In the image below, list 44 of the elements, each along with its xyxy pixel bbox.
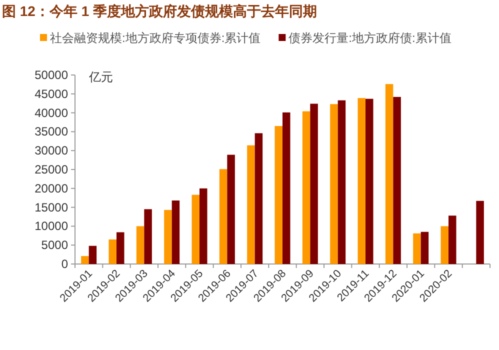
y-tick-label: 25000 bbox=[34, 162, 68, 176]
y-axis-title: 亿元 bbox=[88, 70, 113, 84]
bar bbox=[310, 104, 318, 264]
bar bbox=[476, 200, 484, 264]
bar bbox=[358, 98, 366, 264]
chart-title: 图 12：今年 1 季度地方政府发债规模高于去年同期 bbox=[2, 3, 318, 19]
bar bbox=[136, 226, 144, 264]
bar bbox=[81, 256, 89, 264]
bar bbox=[282, 112, 290, 264]
bar bbox=[108, 239, 116, 264]
y-tick-label: 0 bbox=[61, 257, 68, 271]
legend-label: 社会融资规模:地方政府专项债券:累计值 bbox=[50, 31, 261, 45]
bar bbox=[330, 104, 338, 264]
bar bbox=[366, 98, 374, 264]
y-tick-label: 30000 bbox=[34, 144, 68, 158]
y-tick-label: 45000 bbox=[34, 86, 68, 101]
bar bbox=[413, 233, 421, 264]
bar bbox=[200, 188, 208, 264]
y-tick-label: 5000 bbox=[41, 238, 68, 252]
bar bbox=[274, 126, 282, 264]
legend-label: 债券发行量:地方政府债:累计值 bbox=[288, 31, 452, 45]
bar bbox=[144, 209, 152, 264]
bar bbox=[385, 84, 394, 264]
bar bbox=[172, 200, 180, 264]
bar bbox=[164, 210, 172, 264]
bar bbox=[440, 226, 448, 264]
y-tick-label: 35000 bbox=[34, 124, 68, 139]
bar bbox=[227, 154, 235, 264]
y-tick-label: 40000 bbox=[34, 106, 68, 120]
bar bbox=[88, 246, 97, 264]
bar bbox=[302, 111, 310, 264]
bar bbox=[192, 194, 200, 264]
bar bbox=[420, 232, 429, 264]
y-tick-label: 10000 bbox=[34, 219, 68, 234]
bar bbox=[338, 100, 346, 264]
bar bbox=[254, 133, 263, 264]
y-tick-label: 20000 bbox=[34, 181, 68, 196]
bar bbox=[116, 232, 124, 264]
y-tick-label: 50000 bbox=[34, 68, 68, 82]
bar bbox=[219, 169, 228, 264]
bar bbox=[247, 145, 255, 264]
bar bbox=[448, 216, 456, 264]
y-tick-label: 15000 bbox=[34, 200, 68, 214]
bar bbox=[393, 96, 401, 264]
